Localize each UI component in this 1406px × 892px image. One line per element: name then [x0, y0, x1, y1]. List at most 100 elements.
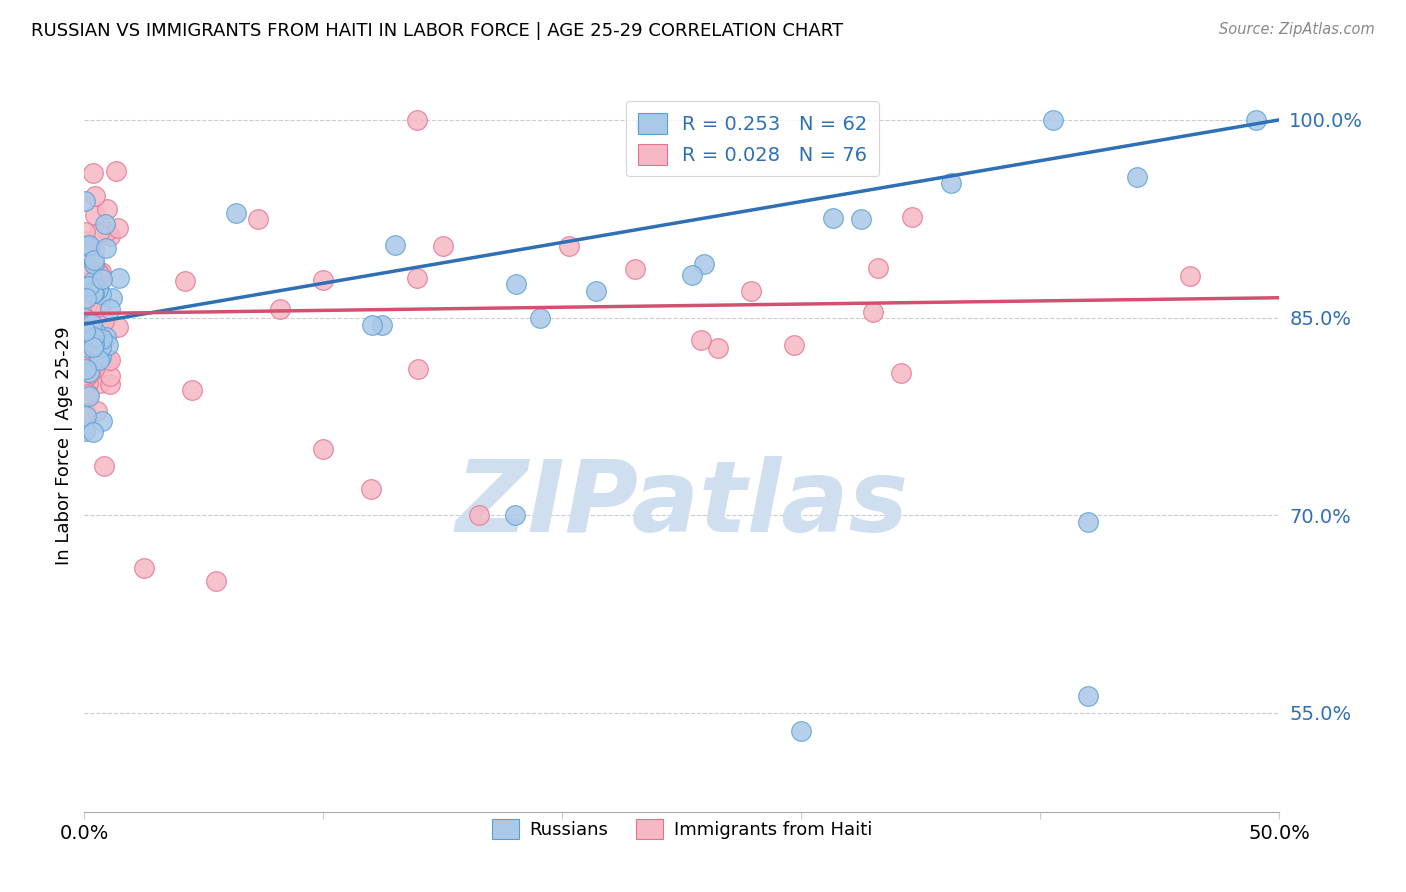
Point [505, 277, 527, 291]
Point [1077, 689, 1099, 703]
Text: RUSSIAN VS IMMIGRANTS FROM HAITI IN LABOR FORCE | AGE 25-29 CORRELATION CHART: RUSSIAN VS IMMIGRANTS FROM HAITI IN LABO… [31, 22, 844, 40]
Point [360, 482, 382, 496]
Point [89, 353, 111, 368]
Point [107, 320, 129, 334]
Point [91, 332, 114, 346]
Point [75, 292, 97, 306]
Point [98, 369, 121, 384]
Point [91, 271, 114, 285]
Point [84, 324, 107, 338]
Point [73, 234, 96, 248]
Point [73, 316, 96, 330]
Point [75, 324, 97, 338]
Point [689, 333, 711, 347]
Point [76, 296, 98, 310]
Point [75, 361, 97, 376]
Point [75, 225, 97, 239]
Point [360, 318, 382, 332]
Point [90, 414, 112, 428]
Point [529, 311, 551, 326]
Point [94, 241, 117, 255]
Point [79, 366, 101, 380]
Point [91, 348, 114, 362]
Point [100, 228, 122, 243]
Point [681, 268, 703, 282]
Point [83, 337, 105, 351]
Point [636, 117, 658, 131]
Point [83, 338, 105, 352]
Point [75, 194, 97, 209]
Point [181, 383, 204, 397]
Point [76, 239, 98, 253]
Point [77, 263, 100, 277]
Point [406, 112, 429, 127]
Point [90, 350, 112, 364]
Point [77, 278, 100, 293]
Point [83, 361, 105, 376]
Point [83, 285, 105, 300]
Point [83, 253, 105, 268]
Point [76, 297, 98, 311]
Point [384, 238, 406, 252]
Point [93, 458, 115, 473]
Y-axis label: In Labor Force | Age 25-29: In Labor Force | Age 25-29 [55, 326, 73, 566]
Text: Source: ZipAtlas.com: Source: ZipAtlas.com [1219, 22, 1375, 37]
Point [80, 317, 103, 331]
Point [90, 331, 112, 345]
Point [77, 389, 100, 403]
Point [79, 238, 101, 252]
Point [80, 334, 103, 348]
Point [1042, 112, 1064, 127]
Point [269, 302, 291, 317]
Point [868, 261, 890, 276]
Point [82, 307, 104, 321]
Point [108, 270, 131, 285]
Point [107, 220, 129, 235]
Point [86, 404, 108, 418]
Point [89, 314, 111, 328]
Point [98, 352, 121, 367]
Point [96, 202, 118, 217]
Point [132, 561, 156, 575]
Point [468, 508, 491, 523]
Point [79, 365, 101, 379]
Point [90, 265, 112, 279]
Point [73, 424, 96, 438]
Point [1180, 269, 1202, 284]
Point [205, 574, 228, 588]
Point [406, 362, 429, 376]
Point [82, 425, 104, 439]
Point [89, 226, 111, 240]
Point [90, 340, 112, 354]
Point [225, 206, 247, 220]
Point [101, 292, 124, 306]
Point [406, 271, 429, 285]
Point [93, 313, 115, 327]
Point [89, 299, 111, 313]
Point [1126, 170, 1149, 185]
Point [624, 262, 647, 277]
Point [73, 310, 96, 325]
Point [89, 268, 111, 282]
Point [86, 282, 108, 296]
Point [75, 409, 97, 424]
Point [75, 334, 97, 348]
Point [98, 301, 121, 316]
Point [79, 298, 101, 312]
Point [75, 268, 97, 283]
Point [83, 188, 105, 202]
Point [79, 240, 101, 254]
Point [82, 166, 104, 180]
Point [73, 359, 96, 374]
Legend: Russians, Immigrants from Haiti: Russians, Immigrants from Haiti [485, 813, 879, 847]
Point [173, 274, 195, 288]
Point [82, 274, 104, 288]
Point [96, 224, 118, 238]
Point [82, 340, 104, 354]
Point [82, 285, 104, 300]
Point [90, 287, 112, 301]
Point [100, 376, 122, 391]
Point [97, 338, 120, 352]
Point [93, 217, 115, 231]
Point [89, 376, 111, 390]
